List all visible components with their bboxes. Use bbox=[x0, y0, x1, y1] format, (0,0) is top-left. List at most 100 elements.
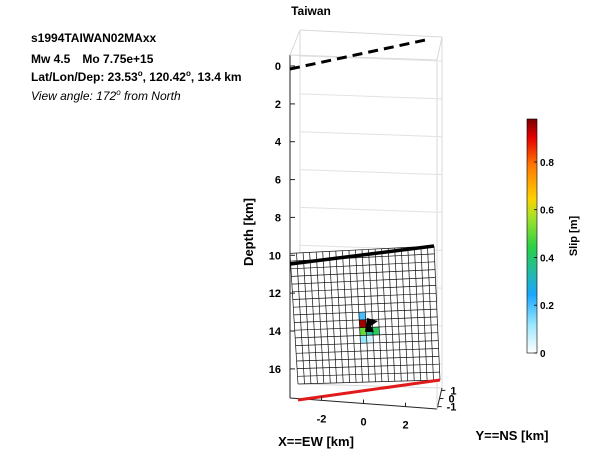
view-angle-line: View angle: 172o from North bbox=[31, 86, 181, 103]
colorbar-tick-label: 0.6 bbox=[540, 206, 554, 217]
latitude: 23.53 bbox=[107, 70, 138, 84]
colorbar-tick-label: 0.4 bbox=[540, 254, 554, 265]
y-tick-label: 0 bbox=[449, 394, 455, 406]
mesh-line bbox=[368, 249, 376, 382]
mesh-line bbox=[295, 340, 439, 346]
mesh-line bbox=[355, 249, 363, 383]
mesh-line bbox=[294, 316, 438, 323]
chart-title: Taiwan bbox=[291, 4, 331, 18]
depth-tick-label: 6 bbox=[275, 175, 281, 187]
mesh-line bbox=[322, 251, 331, 384]
mesh-line bbox=[293, 308, 437, 316]
mesh-line bbox=[295, 332, 438, 339]
seismic-moment: Mo 7.75e+15 bbox=[82, 52, 154, 66]
mesh-line bbox=[335, 250, 344, 383]
x-tick-label: -2 bbox=[317, 413, 327, 425]
y-ticks: 10-1 bbox=[437, 385, 457, 414]
view-angle-suffix: from North bbox=[120, 89, 181, 103]
fault-top-edge bbox=[289, 244, 435, 266]
mesh-line bbox=[302, 252, 312, 384]
mesh-line bbox=[297, 379, 441, 385]
mesh-line bbox=[309, 252, 318, 384]
view-angle-value: 172 bbox=[96, 89, 117, 103]
mesh-line bbox=[297, 371, 440, 377]
colorbar-gradient bbox=[526, 118, 538, 354]
mesh-line bbox=[407, 247, 415, 381]
mesh-line bbox=[342, 250, 350, 383]
location-line: Lat/Lon/Dep: 23.53o, 120.42o, 13.4 km bbox=[31, 69, 242, 84]
mesh-line bbox=[315, 251, 325, 384]
mesh-line bbox=[381, 248, 389, 382]
magnitude-line: Mw 4.5 Mo 7.75e+15 bbox=[31, 52, 153, 66]
x-axis-label: X==EW [km] bbox=[278, 434, 354, 449]
degree-mark: o bbox=[185, 69, 191, 78]
mesh-line bbox=[414, 246, 421, 381]
depth-gridline bbox=[299, 206, 443, 213]
mesh-line bbox=[374, 248, 383, 382]
surface-projection-line bbox=[289, 37, 431, 71]
mesh-line bbox=[290, 261, 435, 270]
mesh-line bbox=[293, 300, 437, 308]
y-tick-label: 1 bbox=[450, 385, 456, 397]
event-id: s1994TAIWAN02MAxx bbox=[31, 31, 157, 45]
colorbar-tick-label: 0.8 bbox=[540, 158, 554, 169]
colorbar-label: Slip [m] bbox=[568, 216, 580, 257]
longitude: 120.42 bbox=[149, 70, 186, 84]
colorbar-ticks: 0 0.2 0.4 0.6 0.8 bbox=[534, 158, 554, 360]
x-tick-label: 2 bbox=[402, 420, 408, 432]
slip-patch bbox=[372, 327, 380, 336]
depth-gridline bbox=[299, 93, 443, 100]
x-ticks: -2 0 2 bbox=[317, 396, 409, 432]
depth-tick-label: 10 bbox=[269, 250, 281, 262]
mesh-line bbox=[296, 348, 439, 354]
depth-tick-label: 0 bbox=[275, 61, 281, 73]
mesh-line bbox=[420, 246, 428, 381]
depth-tick-label: 16 bbox=[269, 364, 281, 376]
depth-tick-label: 8 bbox=[275, 212, 281, 224]
location-prefix: Lat/Lon/Dep: bbox=[31, 70, 108, 84]
depth-tick-label: 14 bbox=[269, 326, 282, 338]
mesh-line bbox=[291, 269, 436, 277]
slip-patch bbox=[359, 327, 367, 336]
box-edge bbox=[289, 54, 438, 61]
magnitude: Mw 4.5 bbox=[31, 52, 71, 66]
mesh-line bbox=[433, 245, 441, 381]
mesh-line bbox=[361, 249, 370, 383]
mesh-line bbox=[289, 253, 299, 385]
mesh-line bbox=[296, 356, 439, 362]
mesh-line bbox=[348, 250, 357, 383]
mesh-line bbox=[427, 246, 434, 381]
depth-gridline bbox=[299, 131, 443, 138]
mesh-line bbox=[292, 285, 436, 293]
x-tick-label: 0 bbox=[360, 417, 366, 429]
colorbar: 0 0.2 0.4 0.6 0.8 Slip [m] bbox=[526, 118, 580, 360]
depth-tick-label: 2 bbox=[275, 99, 281, 111]
mesh-line bbox=[297, 363, 440, 369]
mesh-line bbox=[394, 247, 402, 382]
back-axis-line bbox=[299, 383, 443, 389]
degree-mark: o bbox=[116, 88, 121, 97]
mesh-line bbox=[328, 251, 338, 383]
hypocenter-marker bbox=[365, 318, 378, 332]
view-angle-prefix: View angle: bbox=[31, 89, 97, 103]
degree-mark: o bbox=[137, 69, 143, 78]
depth-axis-label: Depth [km] bbox=[241, 198, 256, 266]
mesh-line bbox=[291, 277, 436, 285]
mesh-line bbox=[292, 292, 437, 300]
fault-plane-mesh bbox=[289, 245, 441, 385]
depth-tick-label: 4 bbox=[275, 137, 282, 149]
depth: 13.4 km bbox=[197, 70, 242, 84]
depth-gridline bbox=[299, 55, 443, 62]
colorbar-tick-label: 0 bbox=[540, 349, 546, 360]
back-axis-line bbox=[299, 29, 443, 38]
box-edge bbox=[436, 36, 443, 61]
mesh-line bbox=[296, 253, 305, 384]
slip-patch bbox=[366, 335, 374, 344]
colorbar-tick-label: 0.2 bbox=[540, 301, 554, 312]
slip-patch bbox=[358, 312, 366, 320]
depth-ticks: 0 2 4 6 8 10 12 14 16 bbox=[269, 61, 295, 376]
mesh-line bbox=[400, 247, 409, 381]
depth-tick-label: 12 bbox=[269, 288, 281, 300]
mesh-line bbox=[387, 248, 396, 382]
